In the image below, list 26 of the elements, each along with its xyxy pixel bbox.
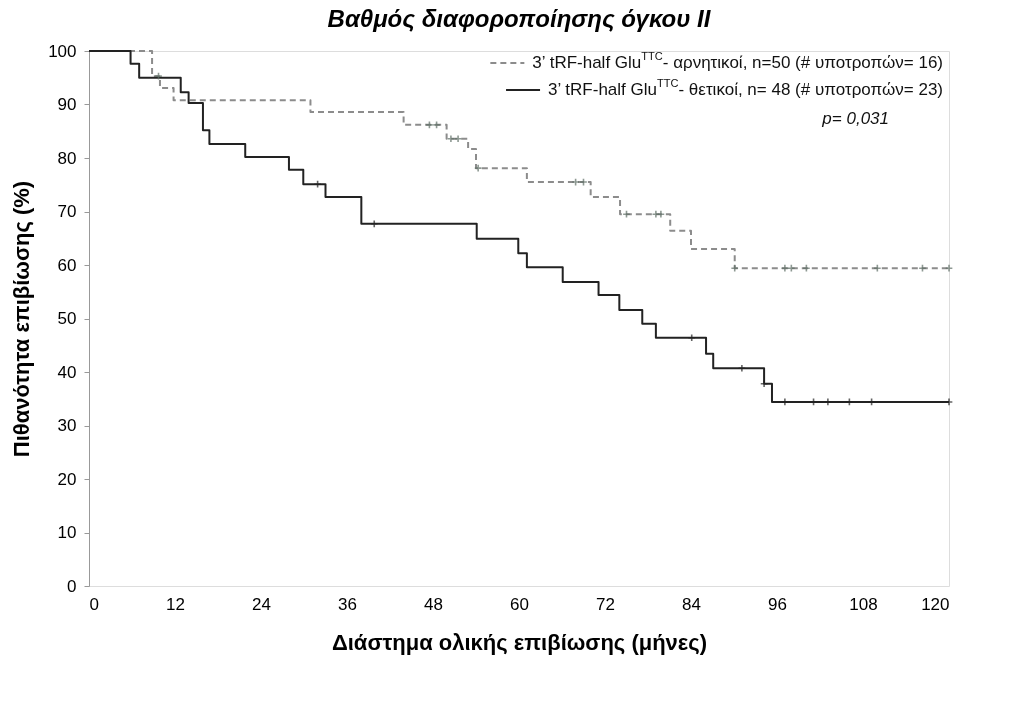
y-tick-label: 90 <box>57 95 77 114</box>
x-axis-title: Διάστημα ολικής επιβίωσης (μήνες) <box>331 629 708 655</box>
x-tick-label: 96 <box>768 594 787 614</box>
x-tick-label: 108 <box>849 594 878 614</box>
x-tick-label: 72 <box>596 594 615 614</box>
y-tick-label: 10 <box>57 523 77 542</box>
annotation: p= 0,031 <box>821 109 889 128</box>
x-tick-label: 0 <box>89 594 99 614</box>
y-tick-label: 40 <box>57 362 77 382</box>
y-tick-label: 20 <box>57 469 77 489</box>
x-tick-label: 12 <box>166 594 185 614</box>
x-tick-label: 24 <box>252 594 271 614</box>
x-tick-label: 48 <box>424 594 443 614</box>
y-tick-label: 80 <box>57 148 77 168</box>
y-tick-label: 30 <box>57 416 77 435</box>
y-tick-label: 50 <box>57 309 77 328</box>
y-tick-label: 70 <box>57 202 77 221</box>
y-tick-label: 100 <box>48 41 77 61</box>
y-tick-label: 0 <box>67 576 77 596</box>
y-tick-label: 60 <box>57 255 77 275</box>
y-axis-title: Πιθανότητα επιβίωσης (%) <box>9 180 35 458</box>
x-tick-label: 60 <box>510 594 529 614</box>
chart-title: Βαθμός διαφοροποίησης όγκου ΙΙ <box>327 5 712 32</box>
x-tick-label: 36 <box>338 594 357 614</box>
x-tick-label: 84 <box>682 594 701 614</box>
x-tick-label: 120 <box>921 594 950 614</box>
